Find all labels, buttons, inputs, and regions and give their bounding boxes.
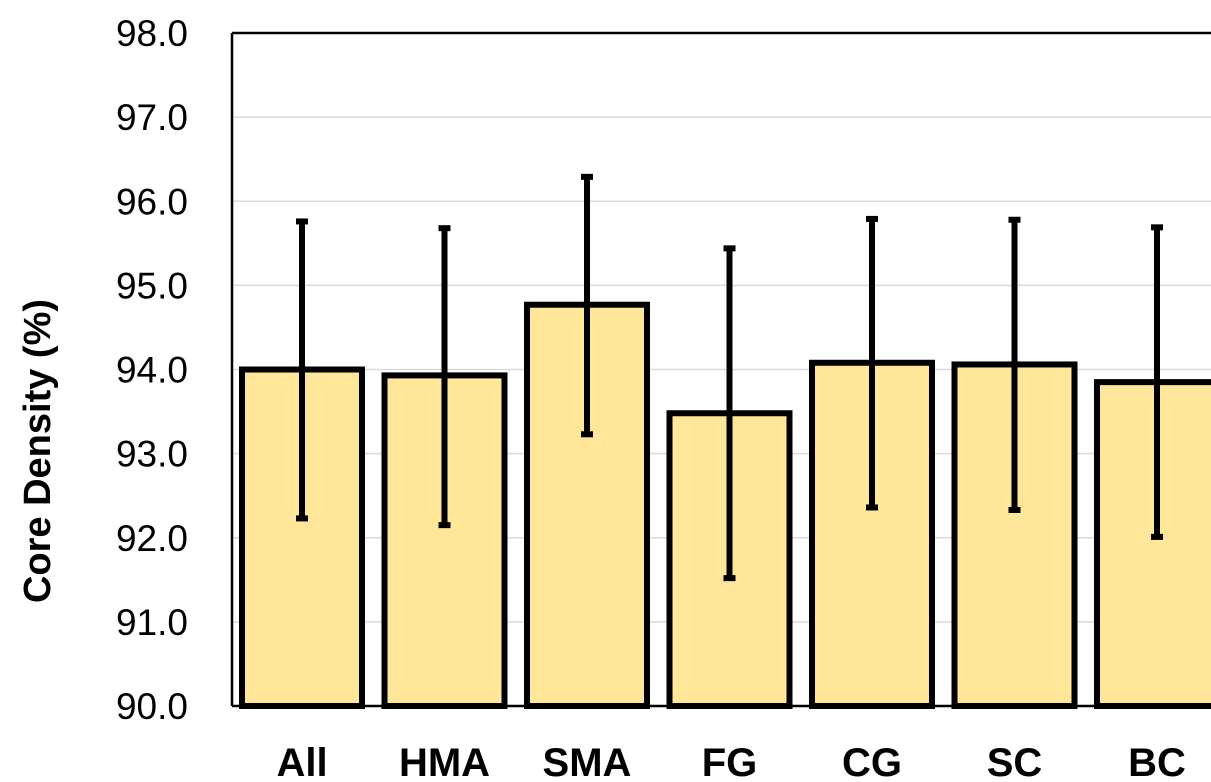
y-tick-label: 93.0 bbox=[116, 434, 188, 475]
x-tick-label-sc: SC bbox=[987, 741, 1043, 782]
y-tick-label: 91.0 bbox=[116, 602, 188, 643]
y-tick-label: 92.0 bbox=[116, 518, 188, 559]
y-tick-label: 98.0 bbox=[116, 13, 188, 54]
axes bbox=[230, 31, 1211, 708]
error-bars bbox=[296, 173, 1163, 582]
x-tick-label-bc: BC bbox=[1128, 741, 1186, 782]
y-axis-label: Core Density (%) bbox=[17, 299, 59, 603]
x-tick-label-cg: CG bbox=[842, 741, 902, 782]
x-tick-labels: All HMA SMA FG CG SC BC bbox=[276, 741, 1185, 782]
x-tick-label-all: All bbox=[276, 741, 327, 782]
y-tick-label: 94.0 bbox=[116, 350, 188, 391]
x-tick-label-fg: FG bbox=[702, 741, 758, 782]
x-tick-label-sma: SMA bbox=[543, 741, 632, 782]
y-tick-labels: 90.0 91.0 92.0 93.0 94.0 95.0 96.0 97.0 98.0 bbox=[116, 13, 188, 727]
x-tick-label-hma: HMA bbox=[399, 741, 490, 782]
y-tick-label: 97.0 bbox=[116, 97, 188, 138]
y-tick-label: 95.0 bbox=[116, 265, 188, 306]
y-tick-label: 90.0 bbox=[116, 686, 188, 727]
y-tick-label: 96.0 bbox=[116, 181, 188, 222]
